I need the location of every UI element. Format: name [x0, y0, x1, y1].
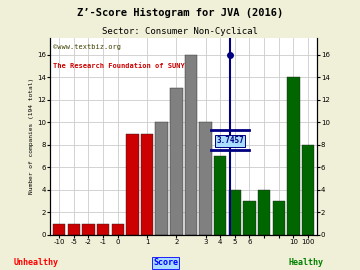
- Bar: [229, 190, 241, 235]
- Bar: [112, 224, 124, 235]
- Bar: [82, 224, 95, 235]
- Text: Healthy: Healthy: [288, 258, 324, 267]
- Text: Unhealthy: Unhealthy: [14, 258, 58, 267]
- Text: 3.7457: 3.7457: [217, 136, 244, 145]
- Bar: [141, 134, 153, 235]
- Bar: [199, 122, 212, 235]
- Text: Score: Score: [153, 258, 178, 267]
- Bar: [214, 156, 226, 235]
- Bar: [97, 224, 109, 235]
- Text: The Research Foundation of SUNY: The Research Foundation of SUNY: [53, 63, 185, 69]
- Text: ©www.textbiz.org: ©www.textbiz.org: [53, 44, 121, 50]
- Bar: [156, 122, 168, 235]
- Bar: [258, 190, 270, 235]
- Text: Z’-Score Histogram for JVA (2016): Z’-Score Histogram for JVA (2016): [77, 8, 283, 18]
- Bar: [287, 77, 300, 235]
- Bar: [68, 224, 80, 235]
- Bar: [243, 201, 256, 235]
- Text: Sector: Consumer Non-Cyclical: Sector: Consumer Non-Cyclical: [102, 27, 258, 36]
- Bar: [273, 201, 285, 235]
- Bar: [53, 224, 66, 235]
- Bar: [185, 55, 197, 235]
- Y-axis label: Number of companies (194 total): Number of companies (194 total): [30, 78, 35, 194]
- Bar: [170, 89, 183, 235]
- Bar: [126, 134, 139, 235]
- Bar: [302, 145, 314, 235]
